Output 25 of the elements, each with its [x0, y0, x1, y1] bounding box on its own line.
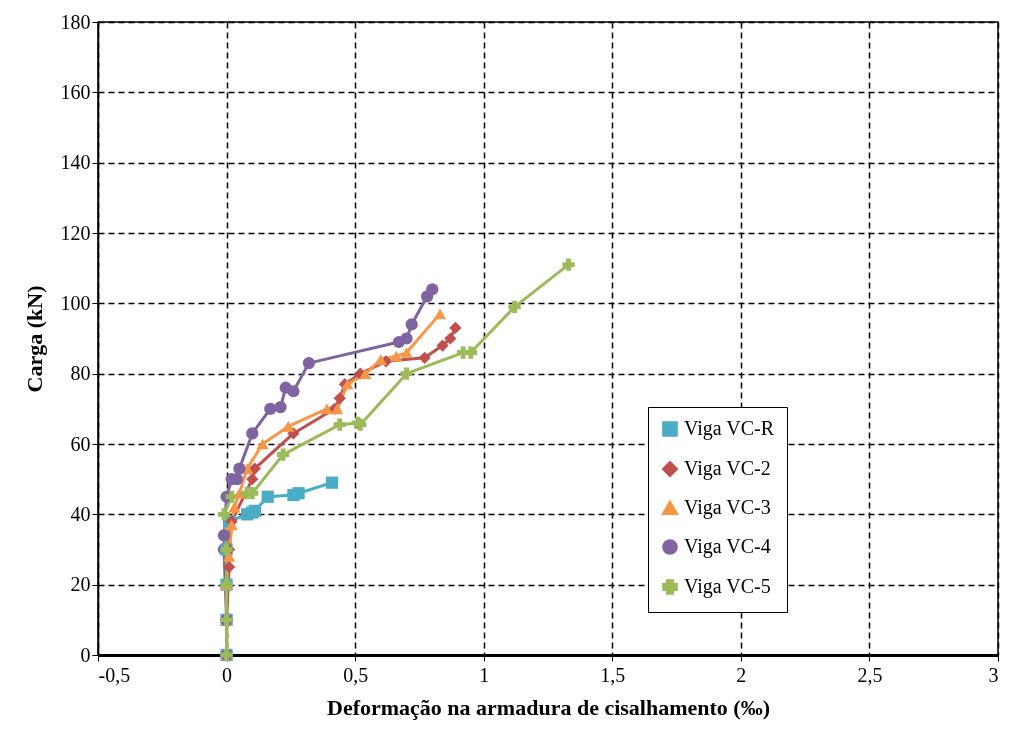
- y-axis-title: Carga (kN): [21, 285, 47, 393]
- y-tick-label: 120: [60, 221, 91, 244]
- y-tick-label: 0: [80, 643, 91, 666]
- legend-label: Viga VC-4: [684, 535, 771, 558]
- legend-label: Viga VC-5: [684, 575, 771, 598]
- y-tick-label: 20: [70, 573, 91, 596]
- x-tick-label: 0: [222, 663, 233, 686]
- x-tick-label: 2,5: [857, 663, 883, 686]
- y-tick-label: 100: [60, 291, 91, 314]
- y-tick-label: 140: [60, 151, 91, 174]
- y-tick-label: 60: [70, 432, 91, 455]
- x-tick-label: 1: [479, 663, 490, 686]
- y-tick-label: 40: [70, 502, 91, 525]
- y-tick-label: 80: [70, 362, 91, 385]
- y-tick-label: 180: [60, 10, 91, 33]
- y-tick-label: 160: [60, 80, 91, 103]
- legend-label: Viga VC-R: [684, 417, 775, 440]
- x-tick-label: 1,5: [600, 663, 626, 686]
- x-tick-label: 3: [988, 663, 999, 686]
- x-tick-label: 0,5: [343, 663, 369, 686]
- legend-label: Viga VC-2: [684, 457, 771, 480]
- x-axis-title: Deformação na armadura de cisalhamento (‰): [327, 694, 770, 720]
- x-tick-label: 2: [736, 663, 747, 686]
- x-tick-label: -0,5: [98, 663, 131, 686]
- legend-label: Viga VC-3: [684, 496, 771, 519]
